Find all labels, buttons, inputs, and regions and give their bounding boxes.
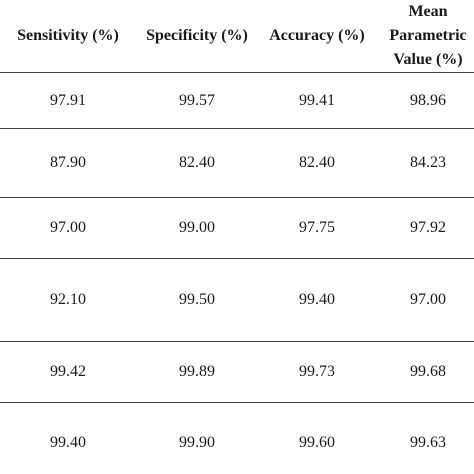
data-cell: 99.40 [50, 434, 86, 451]
data-cell: 99.68 [376, 341, 474, 403]
column-header: Sensitivity (%) [0, 0, 136, 73]
data-row: 97.91 99.57 99.41 98.96 [0, 72, 474, 129]
data-cell: 99.60 [299, 434, 335, 451]
data-cell: 99.73 [258, 341, 376, 403]
data-cell: 97.00 [0, 197, 136, 259]
header-row: Sensitivity (%) Specificity (%) Accuracy (… [0, 0, 474, 73]
data-cell: 99.90 [179, 434, 215, 451]
data-row: 92.10 99.50 99.40 97.00 [0, 258, 474, 342]
data-cell: 84.23 [376, 128, 474, 198]
data-cell: 82.40 [136, 128, 258, 198]
data-row: 87.90 82.40 82.40 84.23 [0, 128, 474, 198]
data-cell: 99.00 [136, 197, 258, 259]
data-cell: 99.89 [136, 341, 258, 403]
data-cell: 97.00 [376, 258, 474, 342]
column-header: Accuracy (%) [258, 0, 376, 73]
data-row: 97.00 99.00 97.75 97.92 [0, 197, 474, 259]
data-cell: 97.75 [258, 197, 376, 259]
data-cell: 82.40 [258, 128, 376, 198]
data-row: 99.40 99.90 99.60 99.63 [0, 403, 474, 474]
data-cell: 97.91 [0, 72, 136, 129]
data-cell: 92.10 [0, 258, 136, 342]
data-cell: 87.90 [0, 128, 136, 198]
data-cell: 99.40 [258, 258, 376, 342]
data-row: 99.42 99.89 99.73 99.68 [0, 341, 474, 403]
data-cell: 98.96 [376, 72, 474, 129]
data-cell: 99.63 [410, 434, 446, 451]
data-cell: 99.42 [0, 341, 136, 403]
data-cell: 97.92 [376, 197, 474, 259]
data-cell: 99.50 [136, 258, 258, 342]
column-header: Specificity (%) [136, 0, 258, 73]
column-header: Mean Parametric Value (%) [376, 0, 474, 73]
data-cell: 99.41 [258, 72, 376, 129]
data-cell: 99.57 [136, 72, 258, 129]
